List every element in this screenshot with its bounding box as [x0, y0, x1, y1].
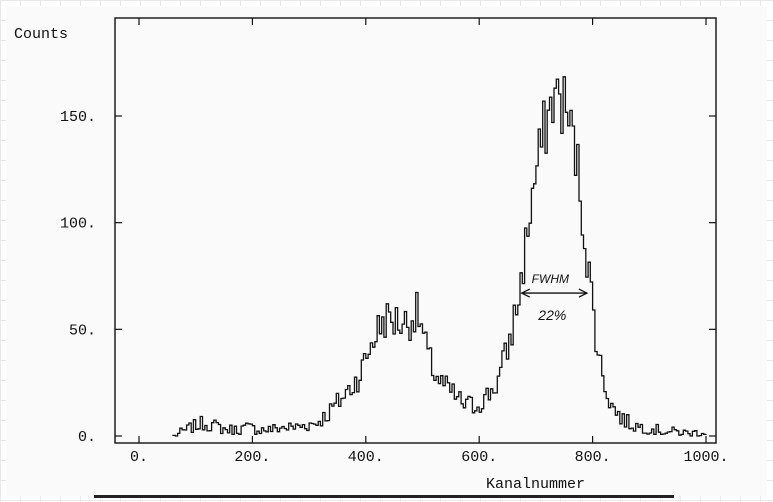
y-axis-label: Counts [14, 26, 68, 43]
x-tick-label: 400. [348, 449, 384, 466]
x-tick-label: 0. [130, 449, 148, 466]
bottom-rule [94, 495, 674, 498]
x-axis-label: Kanalnummer [486, 476, 585, 493]
fwhm-label: FWHM [532, 272, 569, 286]
fwhm-percent-label: 22% [537, 307, 566, 323]
fwhm-arrowhead-right [578, 288, 589, 298]
y-tick-label: 50. [69, 322, 96, 339]
plot-frame [114, 17, 717, 444]
y-tick-label: 150. [60, 109, 96, 126]
y-tick-label: 100. [60, 216, 96, 233]
x-tick-label: 1000. [683, 449, 728, 466]
spectrum-line [172, 76, 707, 437]
scanned-paper [6, 6, 767, 496]
x-tick-label: 200. [234, 449, 270, 466]
fwhm-arrowhead-left [520, 288, 531, 298]
x-tick-label: 800. [575, 449, 611, 466]
x-tick-label: 600. [461, 449, 497, 466]
y-tick-label: 0. [78, 429, 96, 446]
